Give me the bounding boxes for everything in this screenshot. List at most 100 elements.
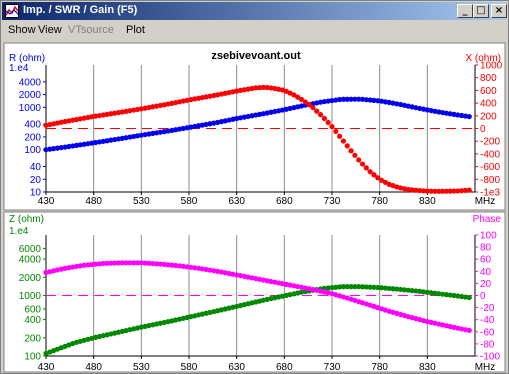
data-point-z [375,284,381,291]
data-point-z [352,284,358,290]
data-point-r [81,141,87,147]
data-point-phase [207,267,213,273]
data-point-r [115,136,122,142]
data-point-phase [203,266,209,273]
data-point-x [348,148,354,154]
data-point-phase [92,261,99,267]
data-point-z [363,284,369,290]
x-tick-label: 530 [133,362,150,373]
data-point-phase [146,260,152,266]
data-point-z [466,294,472,301]
menu-plot[interactable]: Plot [126,24,145,36]
data-point-x [420,188,427,194]
data-point-z [413,288,419,294]
data-point-phase [165,262,171,268]
x-tick-label: 830 [419,196,436,207]
data-point-phase [153,261,160,267]
data-point-phase [134,260,141,266]
data-point-phase [161,261,167,268]
data-point-phase [169,262,175,268]
data-point-x [310,104,316,111]
data-point-z [386,285,392,292]
right-tick-label: -600 [480,162,500,173]
data-point-r [375,98,381,104]
data-point-z [405,287,411,293]
x-tick-label: 480 [85,196,102,207]
x-tick-label: 580 [181,196,198,207]
data-point-phase [176,263,183,269]
app-icon [5,4,19,18]
data-point-x [291,92,297,98]
data-point-x [108,111,114,117]
right-axis-title: Phase [473,214,502,225]
close-button[interactable]: × [491,4,507,18]
data-point-z [321,285,327,292]
data-point-x [409,187,415,193]
data-point-z [420,289,427,295]
menu-view[interactable]: View [38,24,62,36]
data-point-x [340,138,347,144]
data-point-r [443,110,449,116]
data-point-z [344,284,350,290]
data-point-z [409,287,415,294]
data-point-x [344,143,350,149]
data-point-x [96,112,102,119]
left-axis-title: Z (ohm) [9,214,44,225]
data-point-x [115,109,122,116]
data-point-x [466,187,472,193]
data-point-x [462,187,469,194]
series-phase [43,260,472,334]
data-point-r [66,143,72,150]
right-tick-label: -100 [480,352,500,363]
data-point-phase [173,262,179,269]
data-point-phase [73,263,80,270]
left-tick-label: 4000 [19,255,42,266]
right-tick-label: 40 [480,267,492,278]
data-point-phase [119,260,125,266]
data-point-phase [211,268,217,274]
series-r [43,96,472,153]
data-point-phase [96,261,102,267]
data-point-x [253,85,259,91]
data-point-x [260,84,266,90]
data-point-z [447,292,453,298]
data-point-x [424,188,430,194]
data-point-r [138,132,144,138]
menu-vtsource[interactable]: VTsource [68,24,114,36]
data-point-r [77,142,83,148]
left-tick-label: 100 [24,352,41,363]
data-point-r [333,97,339,103]
left-tick-label: 400 [24,120,41,131]
data-point-x [306,102,312,108]
menu-show[interactable]: Show [8,24,36,36]
data-point-phase [184,264,190,270]
data-point-r [47,146,53,152]
data-point-phase [150,260,156,267]
data-point-z [378,285,385,291]
x-tick-label: 430 [38,196,55,207]
data-point-z [325,285,331,291]
left-tick-label: 1000 [19,291,42,302]
data-point-r [92,139,99,146]
data-point-r [367,97,373,103]
data-point-z [428,290,434,296]
maximize-button[interactable]: □ [473,4,489,18]
minimize-button[interactable]: _ [457,4,473,18]
data-point-x [264,84,270,91]
data-point-r [150,130,156,136]
data-point-z [432,290,438,296]
data-point-phase [115,260,122,266]
data-point-x [329,123,335,130]
menu-bar: Show View VTsource Plot [2,21,507,39]
data-point-z [356,284,362,290]
data-point-r [112,136,118,143]
data-point-x [405,186,411,193]
right-tick-label: 400 [480,99,497,110]
data-point-r [348,96,354,102]
right-axis-title: X (ohm) [465,53,501,64]
data-point-x [333,128,339,135]
right-tick-label: 600 [480,86,497,97]
title-bar[interactable]: Imp. / SWR / Gain (F5) _ □ × [2,2,507,20]
data-point-r [466,113,472,120]
data-point-z [462,294,469,300]
